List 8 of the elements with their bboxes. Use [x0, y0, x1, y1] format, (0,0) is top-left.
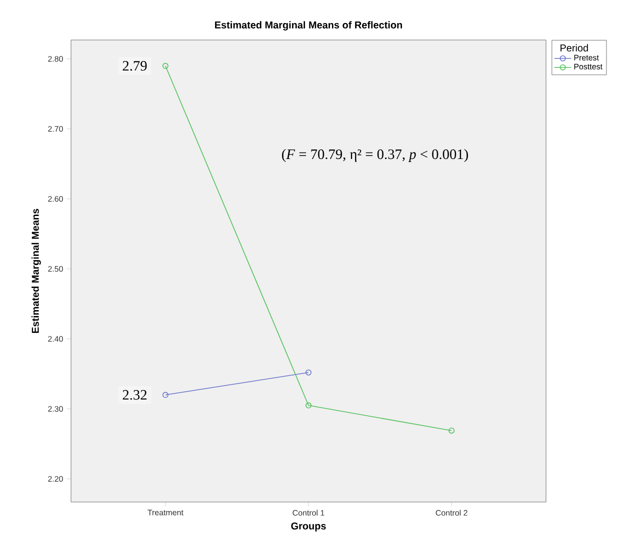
- point: [306, 402, 312, 408]
- annotation: 2.32: [122, 390, 146, 400]
- y-axis-title: Estimated Marginal Means: [32, 208, 41, 333]
- annotation: 2.79: [122, 61, 147, 71]
- annotation: (F = 70.79, η² = 0.37, p < 0.001): [282, 148, 468, 162]
- chart-title: Estimated Marginal Means of Reflection: [215, 21, 402, 30]
- x-axis-title: Groups: [291, 522, 326, 532]
- legend-title: Period: [560, 44, 588, 52]
